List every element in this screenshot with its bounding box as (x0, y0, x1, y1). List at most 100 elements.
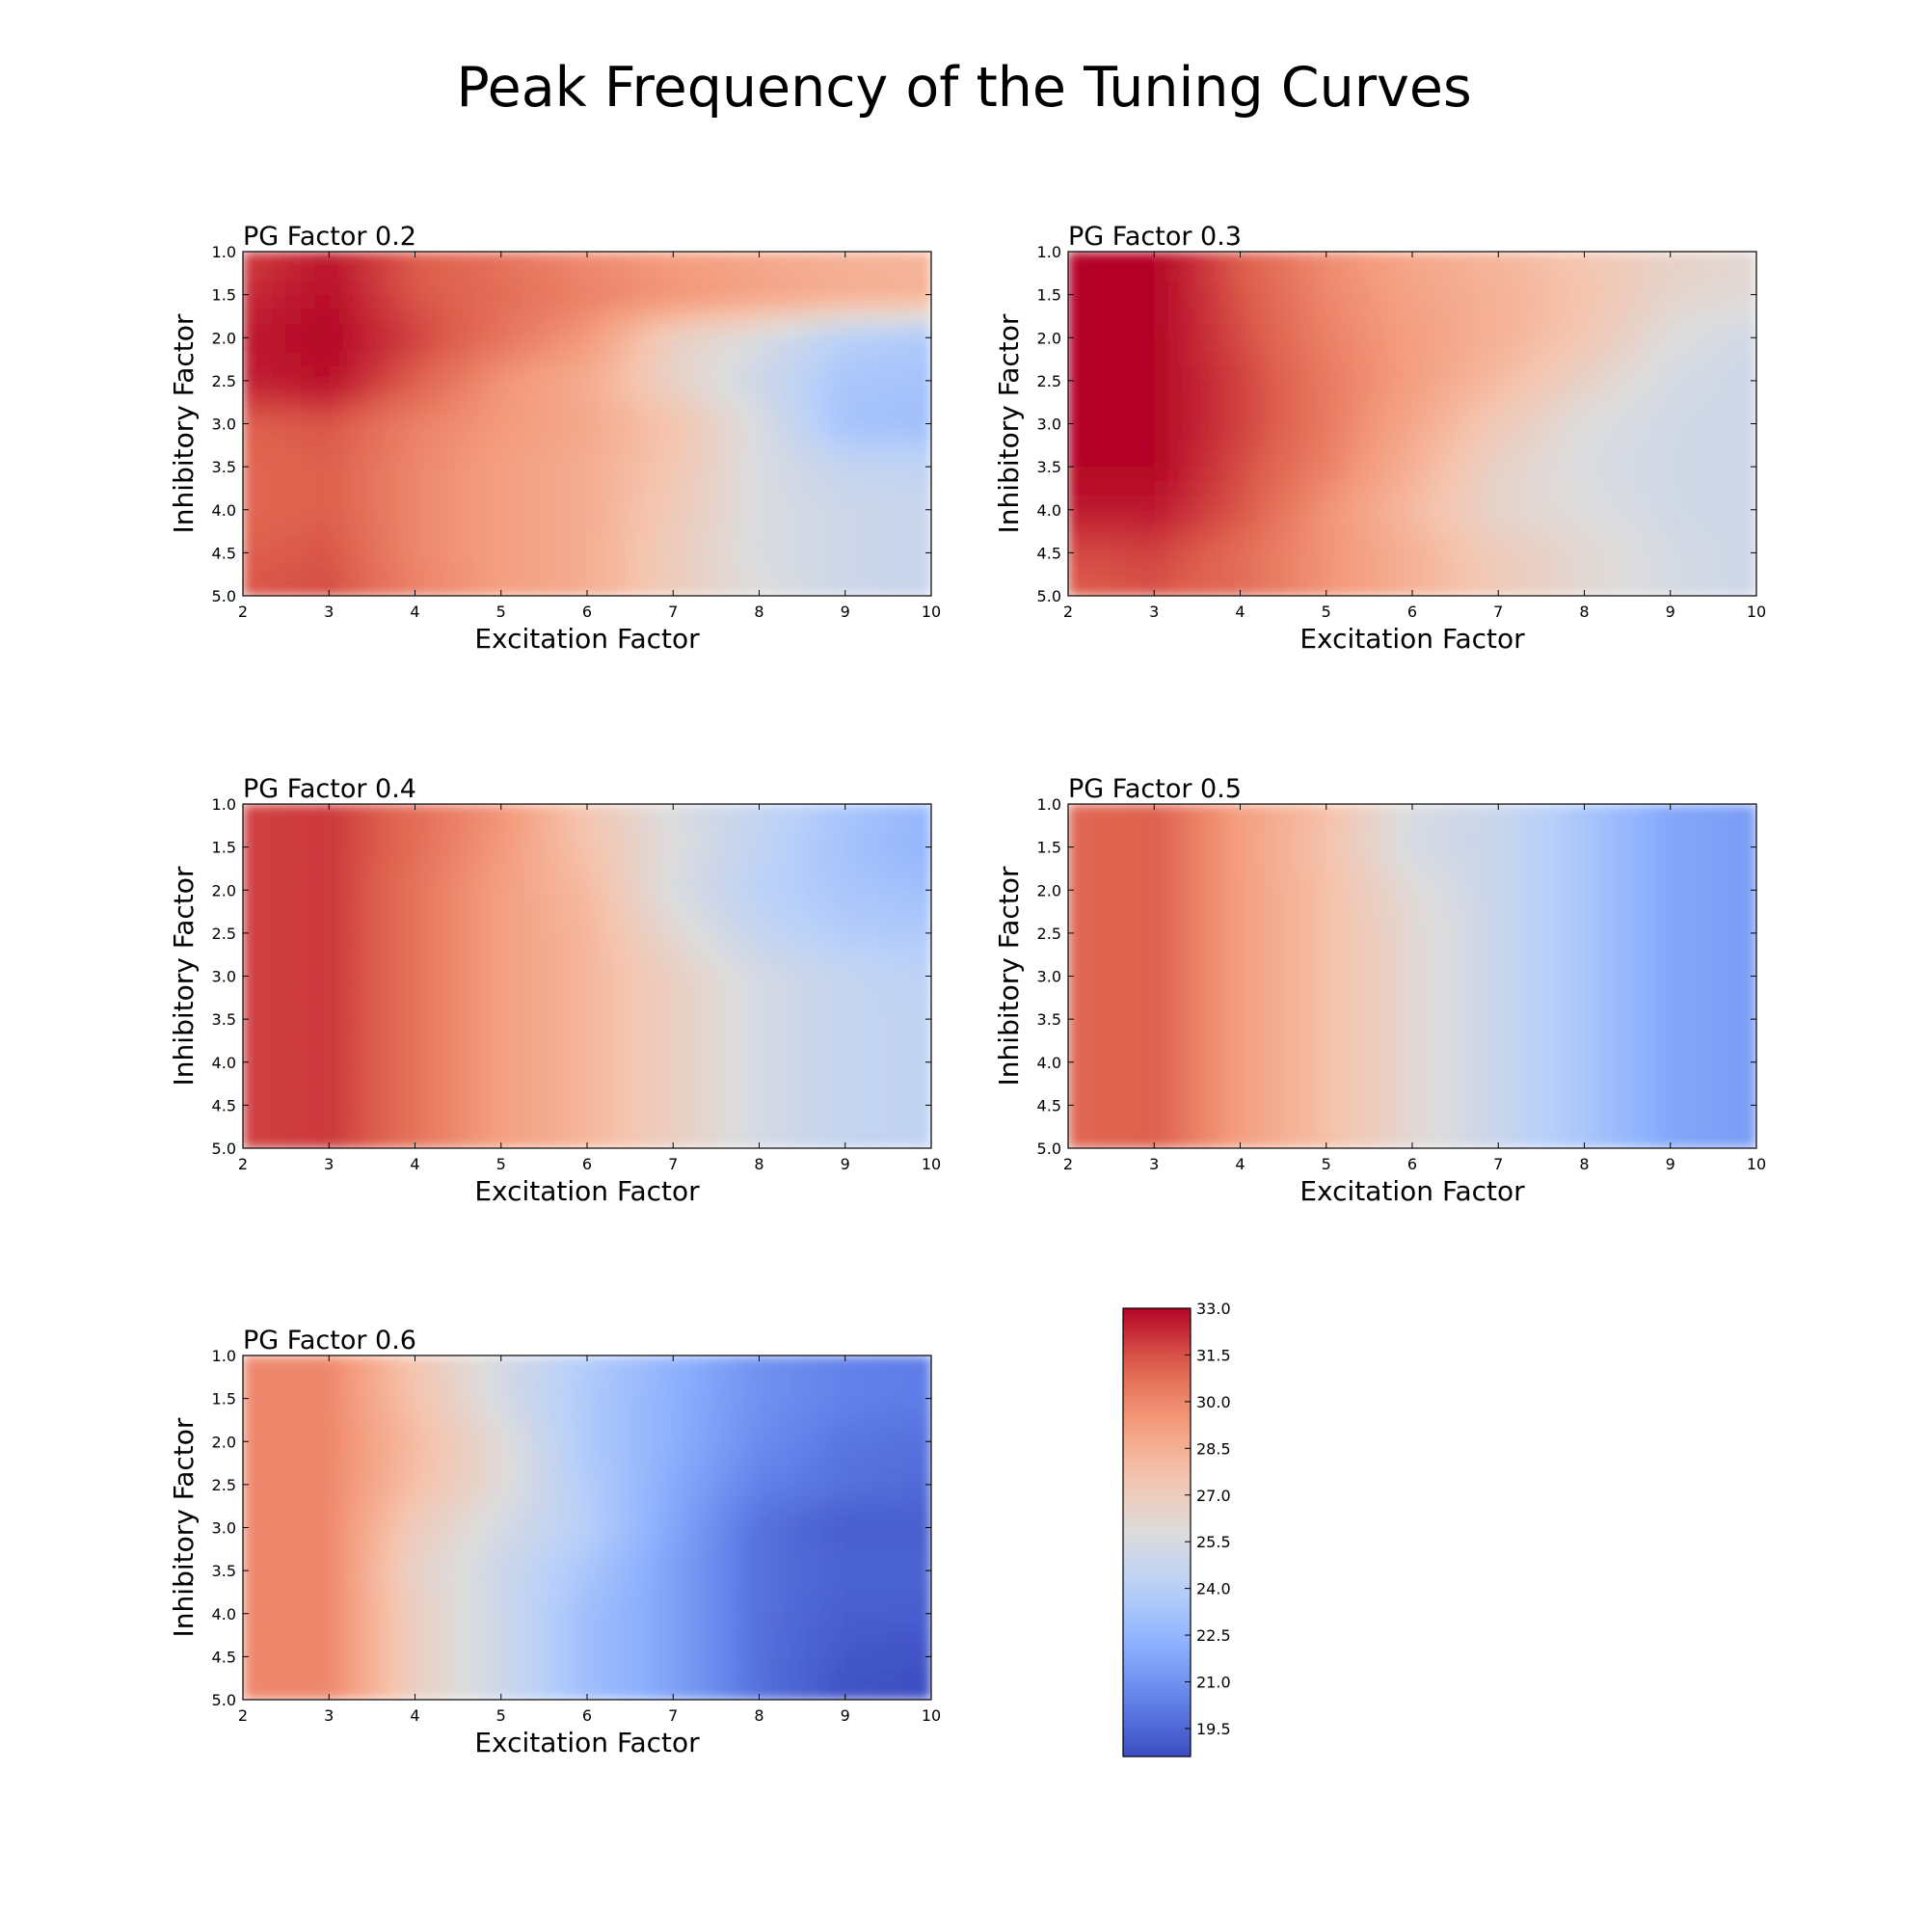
heatmap-cell (558, 266, 573, 281)
heatmap-cell (745, 890, 760, 904)
heatmap-cell (658, 1005, 673, 1019)
heatmap-cell (1283, 1019, 1298, 1033)
heatmap-cell (658, 1119, 673, 1134)
heatmap-cell (530, 252, 545, 266)
heatmap-cell (1527, 804, 1541, 818)
heatmap-cell (802, 1119, 817, 1134)
heatmap-cell (874, 1384, 889, 1399)
heatmap-cell (257, 1033, 272, 1048)
heatmap-cell (1341, 281, 1355, 295)
heatmap-cell (1212, 933, 1226, 948)
y-tick-label: 3.5 (212, 1010, 236, 1029)
heatmap-cell (1083, 438, 1097, 452)
heatmap-cell (831, 919, 845, 933)
heatmap-cell (1513, 1005, 1527, 1019)
heatmap-cell (1470, 309, 1485, 324)
heatmap-cell (429, 323, 443, 337)
heatmap-cell (874, 452, 889, 467)
heatmap-cell (1068, 438, 1083, 452)
heatmap-cell (516, 352, 530, 366)
heatmap-cell (902, 977, 917, 991)
heatmap-cell (1470, 904, 1485, 919)
heatmap-cell (1727, 309, 1742, 324)
heatmap-cell (1642, 847, 1656, 862)
heatmap-cell (1598, 990, 1613, 1005)
heatmap-cell (1598, 438, 1613, 452)
heatmap-cell (1700, 1033, 1714, 1048)
heatmap-cell (1341, 266, 1355, 281)
heatmap-cell (1441, 496, 1456, 510)
heatmap-cell (1341, 1119, 1355, 1134)
heatmap-cell (874, 496, 889, 510)
heatmap-cell (1498, 1019, 1513, 1033)
heatmap-cell (630, 1119, 645, 1134)
heatmap-cell (1585, 323, 1599, 337)
heatmap-cell (587, 818, 602, 833)
heatmap-cell (1226, 266, 1241, 281)
heatmap-cell (658, 567, 673, 581)
heatmap-cell (1383, 424, 1398, 439)
heatmap-cell (443, 1019, 458, 1033)
heatmap-cell (358, 1105, 372, 1119)
heatmap-cell (1369, 977, 1383, 991)
heatmap-cell (1183, 467, 1197, 481)
heatmap-cell (1241, 552, 1255, 567)
heatmap-cell (1727, 919, 1742, 933)
heatmap-cell (845, 252, 860, 266)
heatmap-cell (1383, 948, 1398, 962)
heatmap-cell (1326, 1005, 1341, 1019)
heatmap-cell (458, 948, 472, 962)
heatmap-cell (1427, 510, 1441, 524)
heatmap-cell (272, 1134, 286, 1148)
heatmap-cell (301, 1062, 315, 1077)
heatmap-cell (1456, 1119, 1470, 1134)
heatmap-cell (1083, 890, 1097, 904)
heatmap-cell (387, 1105, 401, 1119)
heatmap-cell (1441, 252, 1456, 266)
heatmap-cell (443, 1355, 458, 1370)
heatmap-cell (716, 424, 731, 439)
heatmap-cell (1513, 977, 1527, 991)
heatmap-cell (1241, 524, 1255, 539)
heatmap-cell (1613, 381, 1627, 395)
heatmap-cell (415, 496, 430, 510)
heatmap-cell (831, 1134, 845, 1148)
heatmap-cell (1656, 552, 1671, 567)
heatmap-cell (429, 510, 443, 524)
heatmap-cell (272, 1062, 286, 1077)
heatmap-cell (1627, 252, 1642, 266)
heatmap-cell (429, 352, 443, 366)
heatmap-cell (1713, 496, 1727, 510)
heatmap-cell (874, 524, 889, 539)
heatmap-cell (372, 281, 387, 295)
heatmap-cell (602, 381, 616, 395)
heatmap-cell (1412, 323, 1427, 337)
heatmap-cell (630, 1384, 645, 1399)
heatmap-cell (587, 352, 602, 366)
heatmap-cell (845, 496, 860, 510)
heatmap-cell (1341, 496, 1355, 510)
heatmap-cell (329, 1077, 343, 1091)
heatmap-cell (387, 295, 401, 309)
heatmap-cell (1126, 539, 1140, 553)
heatmap-cell (1369, 1105, 1383, 1119)
heatmap-cell (1541, 395, 1556, 410)
heatmap-cell (1398, 862, 1412, 876)
heatmap-cell (645, 804, 659, 818)
heatmap-cell (1441, 438, 1456, 452)
heatmap-cell (874, 904, 889, 919)
heatmap-cell (458, 1048, 472, 1062)
heatmap-cell (1283, 804, 1298, 818)
heatmap-cell (745, 990, 760, 1005)
heatmap-cell (902, 295, 917, 309)
heatmap-cell (587, 410, 602, 424)
heatmap-cell (1355, 962, 1370, 977)
heatmap-cell (731, 1384, 745, 1399)
heatmap-cell (1700, 833, 1714, 847)
heatmap-cell (314, 833, 329, 847)
heatmap-cell (1168, 1077, 1183, 1091)
heatmap-cell (1727, 366, 1742, 381)
heatmap-cell (401, 862, 415, 876)
heatmap-cell (630, 252, 645, 266)
heatmap-cell (616, 1019, 630, 1033)
